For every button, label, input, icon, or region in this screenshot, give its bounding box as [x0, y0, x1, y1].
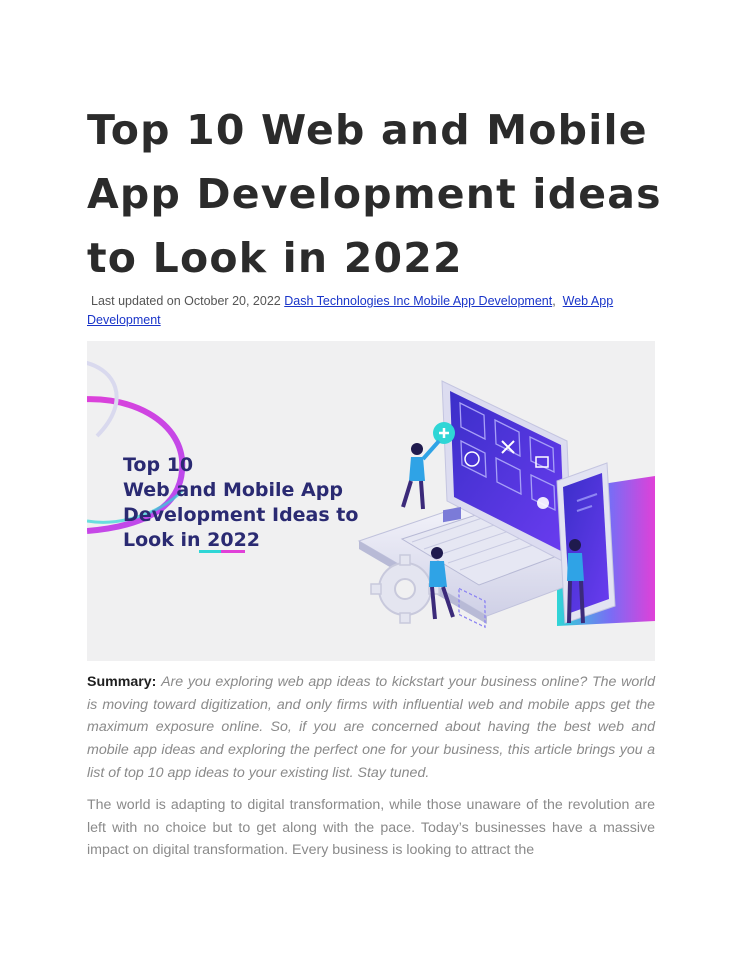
category-link-mobile[interactable]: Dash Technologies Inc Mobile App Develop… [284, 294, 553, 308]
hero-line: Web and Mobile App [123, 479, 343, 501]
plus-icon [439, 428, 449, 438]
separator: , [552, 294, 556, 308]
summary-text: Are you exploring web app ideas to kicks… [87, 674, 655, 781]
article-meta: Last updated on October 20, 2022 Dash Te… [87, 292, 655, 330]
image-icon [535, 456, 549, 468]
person-standing [401, 439, 441, 510]
hero-year: 2022 [207, 529, 260, 551]
page-title: Top 10 Web and Mobile App Development id… [87, 98, 662, 290]
app-tile [458, 587, 486, 629]
decorative-arc [87, 489, 184, 524]
year-underline-cyan [199, 550, 221, 553]
globe-icon [464, 451, 480, 467]
title-line: App Development ideas [87, 170, 662, 218]
category-link-web[interactable]: Web App Development [87, 294, 614, 327]
hero-image: Top 10 Web and Mobile App Development Id… [87, 341, 655, 661]
person-sitting [429, 507, 461, 620]
decorative-arc [87, 360, 119, 438]
person-phone [567, 539, 585, 624]
hero-line: Look in 2022 [123, 529, 260, 551]
summary-label: Summary: [87, 674, 157, 690]
hero-line: Top 10 [123, 454, 193, 476]
phone-lines [576, 493, 598, 512]
year-underline-pink [221, 550, 245, 553]
hero-line: Development Ideas to [123, 504, 358, 526]
tools-icon [501, 440, 515, 454]
laptop-screen [450, 391, 565, 553]
last-updated-text: Last updated on October 20, 2022 [91, 294, 281, 308]
info-icon [537, 497, 549, 509]
summary-paragraph: Summary: Are you exploring web app ideas… [87, 671, 655, 785]
title-line: to Look in 2022 [87, 234, 463, 282]
title-line: Top 10 Web and Mobile [87, 106, 648, 154]
body-paragraph: The world is adapting to digital transfo… [87, 797, 655, 859]
hero-illustration: Top 10 Web and Mobile App Development Id… [87, 360, 655, 629]
hero-line-text: Look in [123, 529, 207, 551]
